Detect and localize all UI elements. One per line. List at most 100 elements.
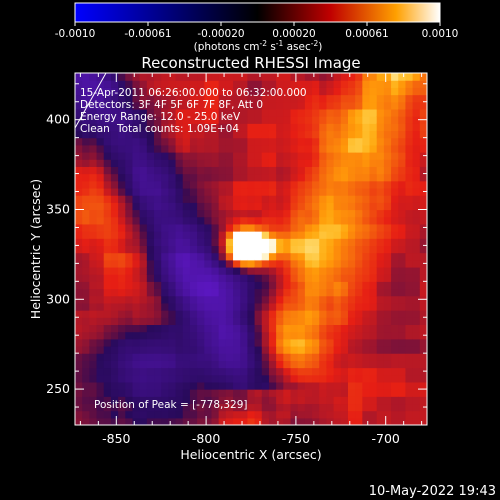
heatmap-cell [75,396,83,405]
heatmap-cell [391,338,399,347]
heatmap-cell [197,266,205,275]
heatmap-cell [218,410,227,419]
heatmap-cell [175,396,184,405]
heatmap-cell [340,166,349,175]
heatmap-cell [218,209,227,218]
heatmap-cell [161,245,169,254]
heatmap-cell [182,396,191,405]
heatmap-cell [304,216,313,225]
heatmap-cell [118,195,126,203]
heatmap-cell [175,266,184,275]
heatmap-cell [182,137,191,146]
heatmap-cell [218,324,227,333]
heatmap-cell [419,245,427,254]
heatmap-cell [75,310,83,318]
heatmap-cell [340,324,349,333]
heatmap-cell [254,403,263,412]
heatmap-cell [211,288,220,297]
heatmap-cell [283,116,292,124]
heatmap-cell [290,202,299,211]
heatmap-cell [82,374,90,383]
heatmap-cell [139,130,148,139]
heatmap-cell [319,288,328,297]
heatmap-cell [118,223,126,232]
heatmap-cell [240,345,248,354]
heatmap-cell [110,238,119,246]
heatmap-cell [161,123,169,132]
heatmap-cell [218,360,227,369]
heatmap-cell [204,331,213,340]
heatmap-cell [419,324,427,333]
heatmap-cell [312,101,320,110]
heatmap-cell [261,209,270,218]
heatmap-cell [125,367,134,376]
heatmap-cell [297,238,306,246]
heatmap-cell [175,187,184,196]
heatmap-cell [312,94,320,103]
heatmap-cell [146,252,155,261]
heatmap-cell [175,137,184,146]
heatmap-cell [376,345,385,354]
heatmap-cell [297,80,306,88]
heatmap-cell [168,245,177,254]
heatmap-cell [333,173,342,182]
heatmap-cell [240,259,248,268]
heatmap-cell [110,288,119,297]
heatmap-cell [182,87,191,96]
heatmap-cell [412,389,421,397]
heatmap-cell [391,223,399,232]
heatmap-cell [261,410,270,419]
heatmap-cell [125,87,134,96]
heatmap-cell [197,252,205,261]
heatmap-cell [254,238,263,246]
heatmap-cell [233,317,241,326]
heatmap-cell [340,310,349,318]
heatmap-cell [154,101,162,110]
heatmap-cell [391,180,399,189]
heatmap-cell [369,288,378,297]
heatmap-cell [276,295,284,304]
heatmap-cell [398,245,407,254]
heatmap-cell [89,238,98,246]
heatmap-cell [197,202,205,211]
heatmap-cell [283,209,292,218]
heatmap-cell [75,410,83,419]
heatmap-cell [355,302,363,311]
heatmap-cell [362,116,371,124]
heatmap-cell [218,331,227,340]
heatmap-cell [333,202,342,211]
heatmap-cell [225,281,234,290]
heatmap-cell [304,381,313,390]
heatmap-cell [118,345,126,354]
heatmap-cell [276,87,284,96]
heatmap-cell [175,73,184,81]
heatmap-cell [197,137,205,146]
heatmap-cell [89,396,98,405]
heatmap-cell [211,345,220,354]
heatmap-cell [340,345,349,354]
heatmap-cell [132,331,141,340]
heatmap-cell [347,360,356,369]
heatmap-cell [110,345,119,354]
heatmap-cell [254,116,263,124]
heatmap-cell [312,338,320,347]
heatmap-cell [297,137,306,146]
heatmap-cell [161,331,169,340]
heatmap-cell [211,324,220,333]
heatmap-cell [276,288,284,297]
heatmap-cell [304,144,313,153]
heatmap-cell [139,137,148,146]
heatmap-cell [96,116,105,124]
heatmap-cell [240,302,248,311]
heatmap-cell [132,374,141,383]
heatmap-cell [347,130,356,139]
heatmap-cell [204,389,213,397]
heatmap-cell [398,144,407,153]
heatmap-cell [304,180,313,189]
heatmap-cell [319,245,328,254]
heatmap-cell [304,266,313,275]
heatmap-cell [369,317,378,326]
heatmap-cell [125,353,134,361]
heatmap-cell [89,389,98,397]
heatmap-cell [110,87,119,96]
